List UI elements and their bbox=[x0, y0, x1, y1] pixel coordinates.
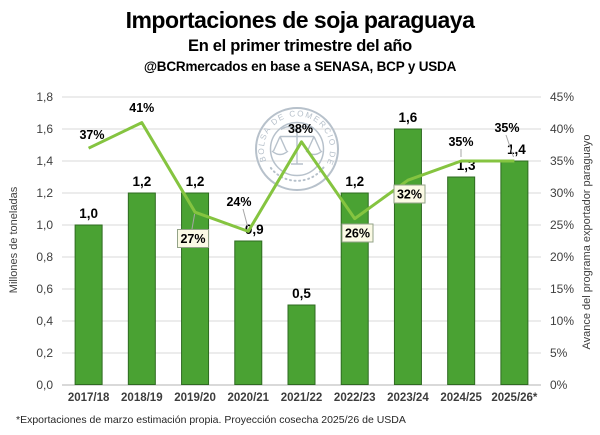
bar-value-label: 1,6 bbox=[399, 110, 418, 125]
bar-value-label: 0,9 bbox=[245, 222, 264, 237]
left-axis-tick: 0,8 bbox=[36, 250, 53, 264]
left-axis-tick: 0,6 bbox=[36, 282, 53, 296]
label-leader-line bbox=[242, 208, 248, 227]
bar-value-label: 1,4 bbox=[507, 142, 526, 157]
left-axis-tick: 1,4 bbox=[36, 154, 53, 168]
x-axis-tick: 2024/25 bbox=[440, 392, 482, 404]
right-axis-tick: 5% bbox=[550, 346, 568, 360]
pct-callout-box bbox=[341, 223, 374, 243]
left-axis-tick: 0,0 bbox=[36, 378, 53, 392]
right-axis-tick: 40% bbox=[550, 122, 574, 136]
left-axis-tick: 1,0 bbox=[36, 218, 53, 232]
bar-value-label: 0,5 bbox=[292, 286, 311, 301]
right-axis-tick: 25% bbox=[550, 218, 574, 232]
footnote: *Exportaciones de marzo estimación propi… bbox=[16, 414, 406, 426]
bar-value-label: 1,0 bbox=[79, 206, 98, 221]
pct-callout-box bbox=[393, 184, 426, 204]
x-axis-tick: 2023/24 bbox=[387, 392, 429, 404]
right-axis-tick: 0% bbox=[550, 378, 568, 392]
x-axis-tick: 2021/22 bbox=[281, 392, 323, 404]
pct-label: 41% bbox=[129, 101, 154, 115]
right-axis-tick: 20% bbox=[550, 250, 574, 264]
left-axis-tick: 1,6 bbox=[36, 122, 53, 136]
chart-title: Importaciones de soja paraguaya bbox=[125, 7, 475, 33]
chart-source: @BCRmercados en base a SENASA, BCP y USD… bbox=[143, 59, 457, 74]
label-leader-line bbox=[505, 134, 514, 158]
pct-label: 38% bbox=[288, 122, 313, 136]
pct-label: 26% bbox=[345, 227, 370, 241]
x-axis-tick: 2025/26* bbox=[491, 392, 538, 404]
left-axis-tick: 0,4 bbox=[36, 314, 53, 328]
left-axis-tick: 1,8 bbox=[36, 90, 53, 104]
pct-label: 35% bbox=[494, 121, 519, 135]
right-axis-tick: 30% bbox=[550, 186, 574, 200]
bar bbox=[127, 192, 156, 385]
left-axis-tick: 0,2 bbox=[36, 346, 53, 360]
bar-value-label: 1,2 bbox=[132, 174, 151, 189]
pct-label: 37% bbox=[79, 128, 104, 142]
right-axis-tick: 45% bbox=[550, 90, 574, 104]
pct-label: 24% bbox=[226, 195, 251, 209]
pct-label: 27% bbox=[180, 232, 205, 246]
x-axis-tick: 2020/21 bbox=[227, 392, 269, 404]
left-axis-tick: 1,2 bbox=[36, 186, 53, 200]
bar bbox=[181, 192, 210, 385]
bar bbox=[447, 176, 476, 385]
pct-callout-box bbox=[177, 229, 209, 248]
trend-line bbox=[87, 121, 515, 233]
label-leader-line bbox=[191, 213, 196, 230]
bar bbox=[500, 160, 529, 385]
x-axis-tick: 2022/23 bbox=[334, 392, 376, 404]
x-axis-tick: 2019/20 bbox=[174, 392, 216, 404]
bar bbox=[287, 304, 316, 385]
bar bbox=[340, 192, 369, 385]
watermark-ring-text: BOLSA DE COMERCIO DE ROSARIO bbox=[0, 0, 337, 167]
x-axis-tick: 2017/18 bbox=[68, 392, 110, 404]
bar-value-label: 1,2 bbox=[186, 174, 205, 189]
x-axis-tick: 2018/19 bbox=[121, 392, 163, 404]
right-axis-tick: 35% bbox=[550, 154, 574, 168]
bar bbox=[393, 128, 422, 385]
pct-label: 35% bbox=[448, 135, 473, 149]
bar bbox=[74, 224, 103, 385]
pct-label: 32% bbox=[397, 188, 422, 202]
chart-subtitle: En el primer trimestre del año bbox=[188, 37, 412, 55]
bar bbox=[234, 240, 263, 385]
right-axis-tick: 10% bbox=[550, 314, 574, 328]
bar-value-label: 1,2 bbox=[345, 174, 364, 189]
right-axis-tick: 15% bbox=[550, 282, 574, 296]
